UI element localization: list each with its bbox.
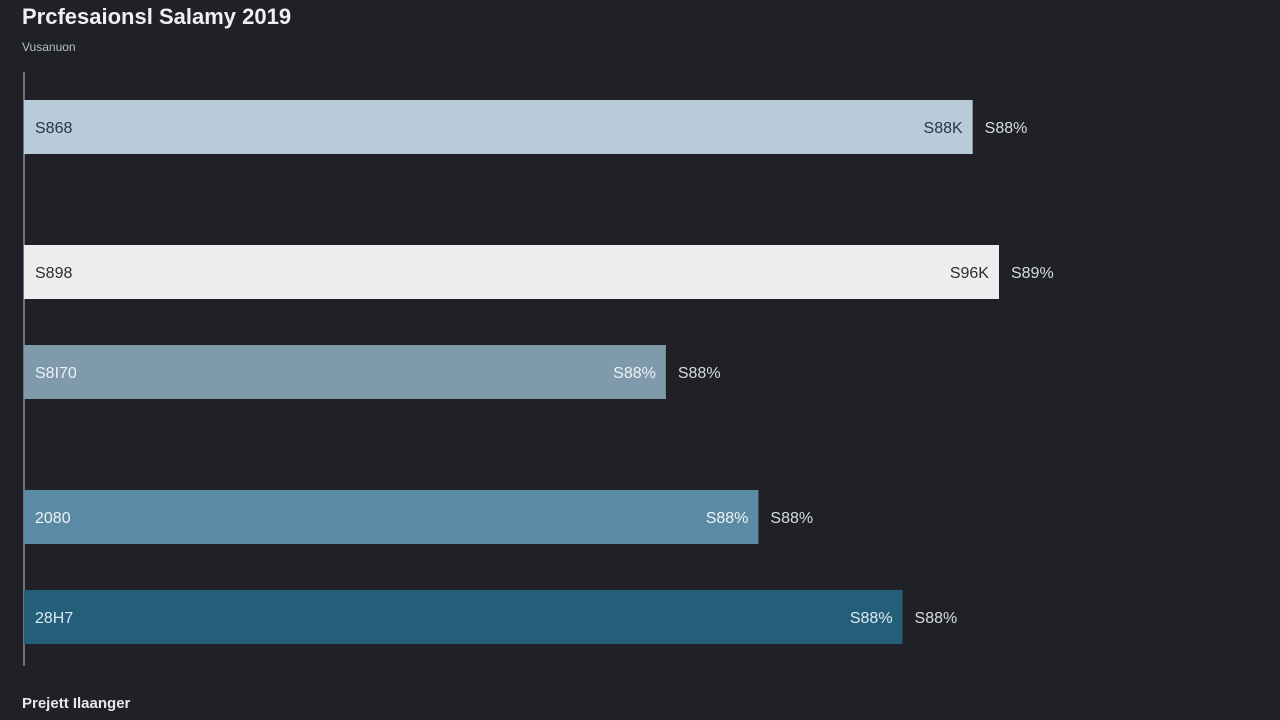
chart-title: Prcfesaionsl Salamy 2019	[22, 4, 292, 29]
bar-group: S868 S88K S88%	[24, 100, 1027, 154]
bar-group: 2080 S88% S88%	[24, 490, 813, 544]
bar-category-label: S868	[35, 120, 72, 137]
bar-category-label: 28H7	[35, 610, 73, 627]
bar-value-label-inner: S88%	[706, 510, 749, 527]
bar-value-label-inner: S88%	[613, 365, 656, 382]
bar	[24, 245, 999, 299]
bar-value-label-outer: S88%	[678, 365, 721, 382]
bar	[24, 100, 973, 154]
bar-value-label-inner: S96K	[950, 265, 989, 282]
x-axis-label: Prejett Ilaanger	[22, 695, 131, 712]
bar-group: 28H7 S88% S88%	[24, 590, 957, 644]
bar-category-label: 2080	[35, 510, 71, 527]
bar-group: S8I70 S88% S88%	[24, 345, 721, 399]
bar	[24, 590, 903, 644]
bar-category-label: S898	[35, 265, 72, 282]
chart-subtitle: Vusanuon	[22, 40, 76, 54]
bar-value-label-inner: S88%	[850, 610, 893, 627]
bar-value-label-inner: S88K	[924, 120, 963, 137]
bar	[24, 345, 666, 399]
bar-value-label-outer: S89%	[1011, 265, 1054, 282]
bar-value-label-outer: S88%	[770, 510, 813, 527]
bar-group: S898 S96K S89%	[24, 245, 1054, 299]
bar	[24, 490, 759, 544]
bar-value-label-outer: S88%	[915, 610, 958, 627]
bars-layer: S868 S88K S88%S898 S96K S89%S8I70 S88% S88%208…	[24, 100, 1054, 644]
bar-category-label: S8I70	[35, 365, 77, 382]
bar-value-label-outer: S88%	[985, 120, 1028, 137]
